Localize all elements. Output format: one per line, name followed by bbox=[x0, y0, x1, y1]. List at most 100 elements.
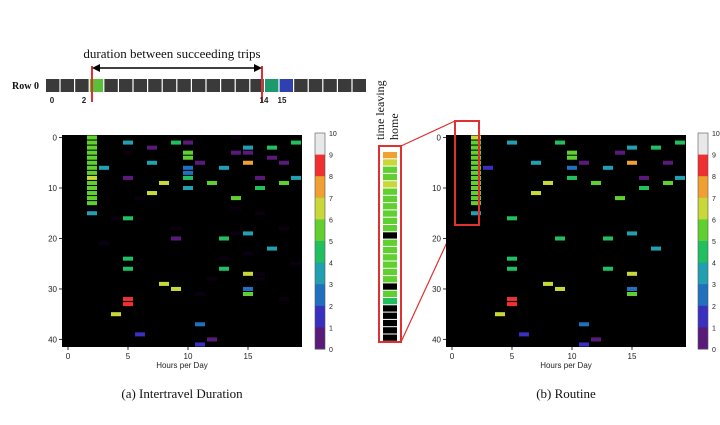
heatmap-cell bbox=[267, 155, 277, 160]
colorbar-tick-label: 2 bbox=[329, 304, 333, 311]
heatmap-cell bbox=[87, 175, 97, 180]
heatmap-cell bbox=[111, 312, 121, 317]
colorbar-segment bbox=[698, 241, 708, 264]
heatmap-cell bbox=[507, 216, 517, 221]
inset-cell bbox=[383, 239, 397, 246]
heatmap-cell bbox=[627, 291, 637, 297]
inset-cell bbox=[383, 327, 397, 334]
heatmap-cell bbox=[195, 291, 205, 297]
heatmap-cell bbox=[123, 140, 133, 145]
heatmap-cell bbox=[627, 286, 637, 291]
colorbar-segment bbox=[698, 154, 708, 177]
heatmap-cell bbox=[231, 135, 241, 140]
inset-cell bbox=[383, 334, 397, 341]
colorbar-tick-label: 0 bbox=[329, 347, 333, 354]
heatmap-cell bbox=[195, 322, 205, 327]
heatmap-cell bbox=[279, 180, 289, 185]
heatmap-cell bbox=[603, 266, 613, 271]
strip-tick-15: 15 bbox=[278, 96, 287, 105]
heatmap-cell bbox=[471, 165, 481, 170]
inset-cells bbox=[383, 152, 397, 341]
heatmap-cell bbox=[147, 145, 157, 150]
heatmap-cell bbox=[267, 145, 277, 150]
heatmap-b-cells bbox=[471, 135, 685, 347]
y-tick-label: 40 bbox=[432, 335, 441, 344]
arrow-head-right bbox=[254, 64, 262, 72]
heatmap-cell bbox=[87, 185, 97, 191]
strip-cell bbox=[352, 79, 366, 92]
colorbar-tick-label: 8 bbox=[329, 174, 333, 181]
heatmap-cell bbox=[99, 165, 109, 170]
strip-cell bbox=[104, 79, 118, 92]
heatmap-cell bbox=[231, 150, 241, 155]
strip-cell bbox=[192, 79, 206, 92]
heatmap-cell bbox=[231, 231, 241, 236]
heatmap-cell bbox=[87, 135, 97, 140]
colorbar-frame bbox=[314, 132, 326, 350]
heatmap-cell bbox=[183, 165, 193, 170]
heatmap-cell bbox=[87, 211, 97, 216]
colorbar-tick-label: 4 bbox=[712, 261, 716, 268]
heatmap-cell bbox=[471, 170, 481, 175]
inset-cell bbox=[383, 159, 397, 166]
heatmap-cell bbox=[471, 150, 481, 155]
strip-cell bbox=[162, 79, 177, 92]
colorbar-tick-label: 2 bbox=[712, 304, 716, 311]
heatmap-cell bbox=[471, 211, 481, 216]
arrow-head-left bbox=[92, 64, 100, 72]
heatmap-cell bbox=[171, 140, 181, 145]
heatmap-cell bbox=[519, 332, 529, 337]
heatmap-cell bbox=[159, 281, 169, 286]
heatmap-cell bbox=[123, 266, 133, 271]
heatmap-cell bbox=[219, 165, 229, 170]
heatmap-cell bbox=[603, 165, 613, 170]
x-tick-label: 15 bbox=[244, 352, 253, 361]
heatmap-cell bbox=[471, 191, 481, 196]
colorbar-segment bbox=[315, 197, 325, 220]
heatmap-cell bbox=[471, 201, 481, 206]
strip-tick-14: 14 bbox=[260, 96, 269, 105]
heatmap-cell bbox=[123, 175, 133, 180]
x-tick-label: 5 bbox=[510, 352, 515, 361]
heatmap-cell bbox=[171, 226, 181, 231]
heatmap-cell bbox=[567, 155, 577, 160]
colorbar-segment bbox=[315, 262, 325, 285]
heatmap-cell bbox=[87, 201, 97, 206]
heatmap-cell bbox=[291, 175, 301, 180]
heatmap-cell bbox=[87, 206, 97, 211]
heatmap-cell bbox=[243, 291, 253, 297]
inset-cell bbox=[383, 298, 397, 305]
strip-cell bbox=[119, 79, 133, 92]
inset-cell bbox=[383, 246, 397, 254]
heatmap-cell bbox=[147, 191, 157, 196]
heatmap-cell bbox=[87, 160, 97, 165]
heatmap-cell bbox=[219, 256, 229, 261]
heatmap-a: 0 5 10 15 0 10 20 30 40 Hours per Day (a) Intert… bbox=[48, 134, 302, 401]
heatmap-cell bbox=[243, 145, 253, 150]
heatmap-cell bbox=[507, 266, 517, 271]
strip-cell bbox=[206, 79, 220, 92]
heatmap-cell bbox=[555, 286, 565, 291]
inset-cell bbox=[383, 232, 397, 239]
heatmap-cell bbox=[471, 155, 481, 160]
heatmap-cell bbox=[471, 180, 481, 185]
heatmap-cell bbox=[171, 236, 181, 241]
heatmap-a-background bbox=[62, 135, 302, 347]
x-tick-label: 10 bbox=[184, 352, 193, 361]
x-tick-label: 5 bbox=[126, 352, 131, 361]
strip-cell bbox=[89, 79, 104, 92]
heatmap-cell bbox=[543, 281, 553, 286]
heatmap-cell bbox=[675, 140, 685, 145]
y-tick-label: 10 bbox=[432, 184, 441, 193]
heatmap-a-cells bbox=[87, 135, 301, 347]
colorbar-tick-label: 4 bbox=[329, 261, 333, 268]
heatmap-cell bbox=[183, 185, 193, 191]
strip-cell bbox=[323, 79, 337, 92]
inset-cell bbox=[383, 152, 397, 159]
routine-highlight-box bbox=[454, 120, 480, 226]
inset-label-line-2: home bbox=[387, 113, 401, 140]
heatmap-cell bbox=[87, 170, 97, 175]
inset-cell bbox=[383, 261, 397, 268]
